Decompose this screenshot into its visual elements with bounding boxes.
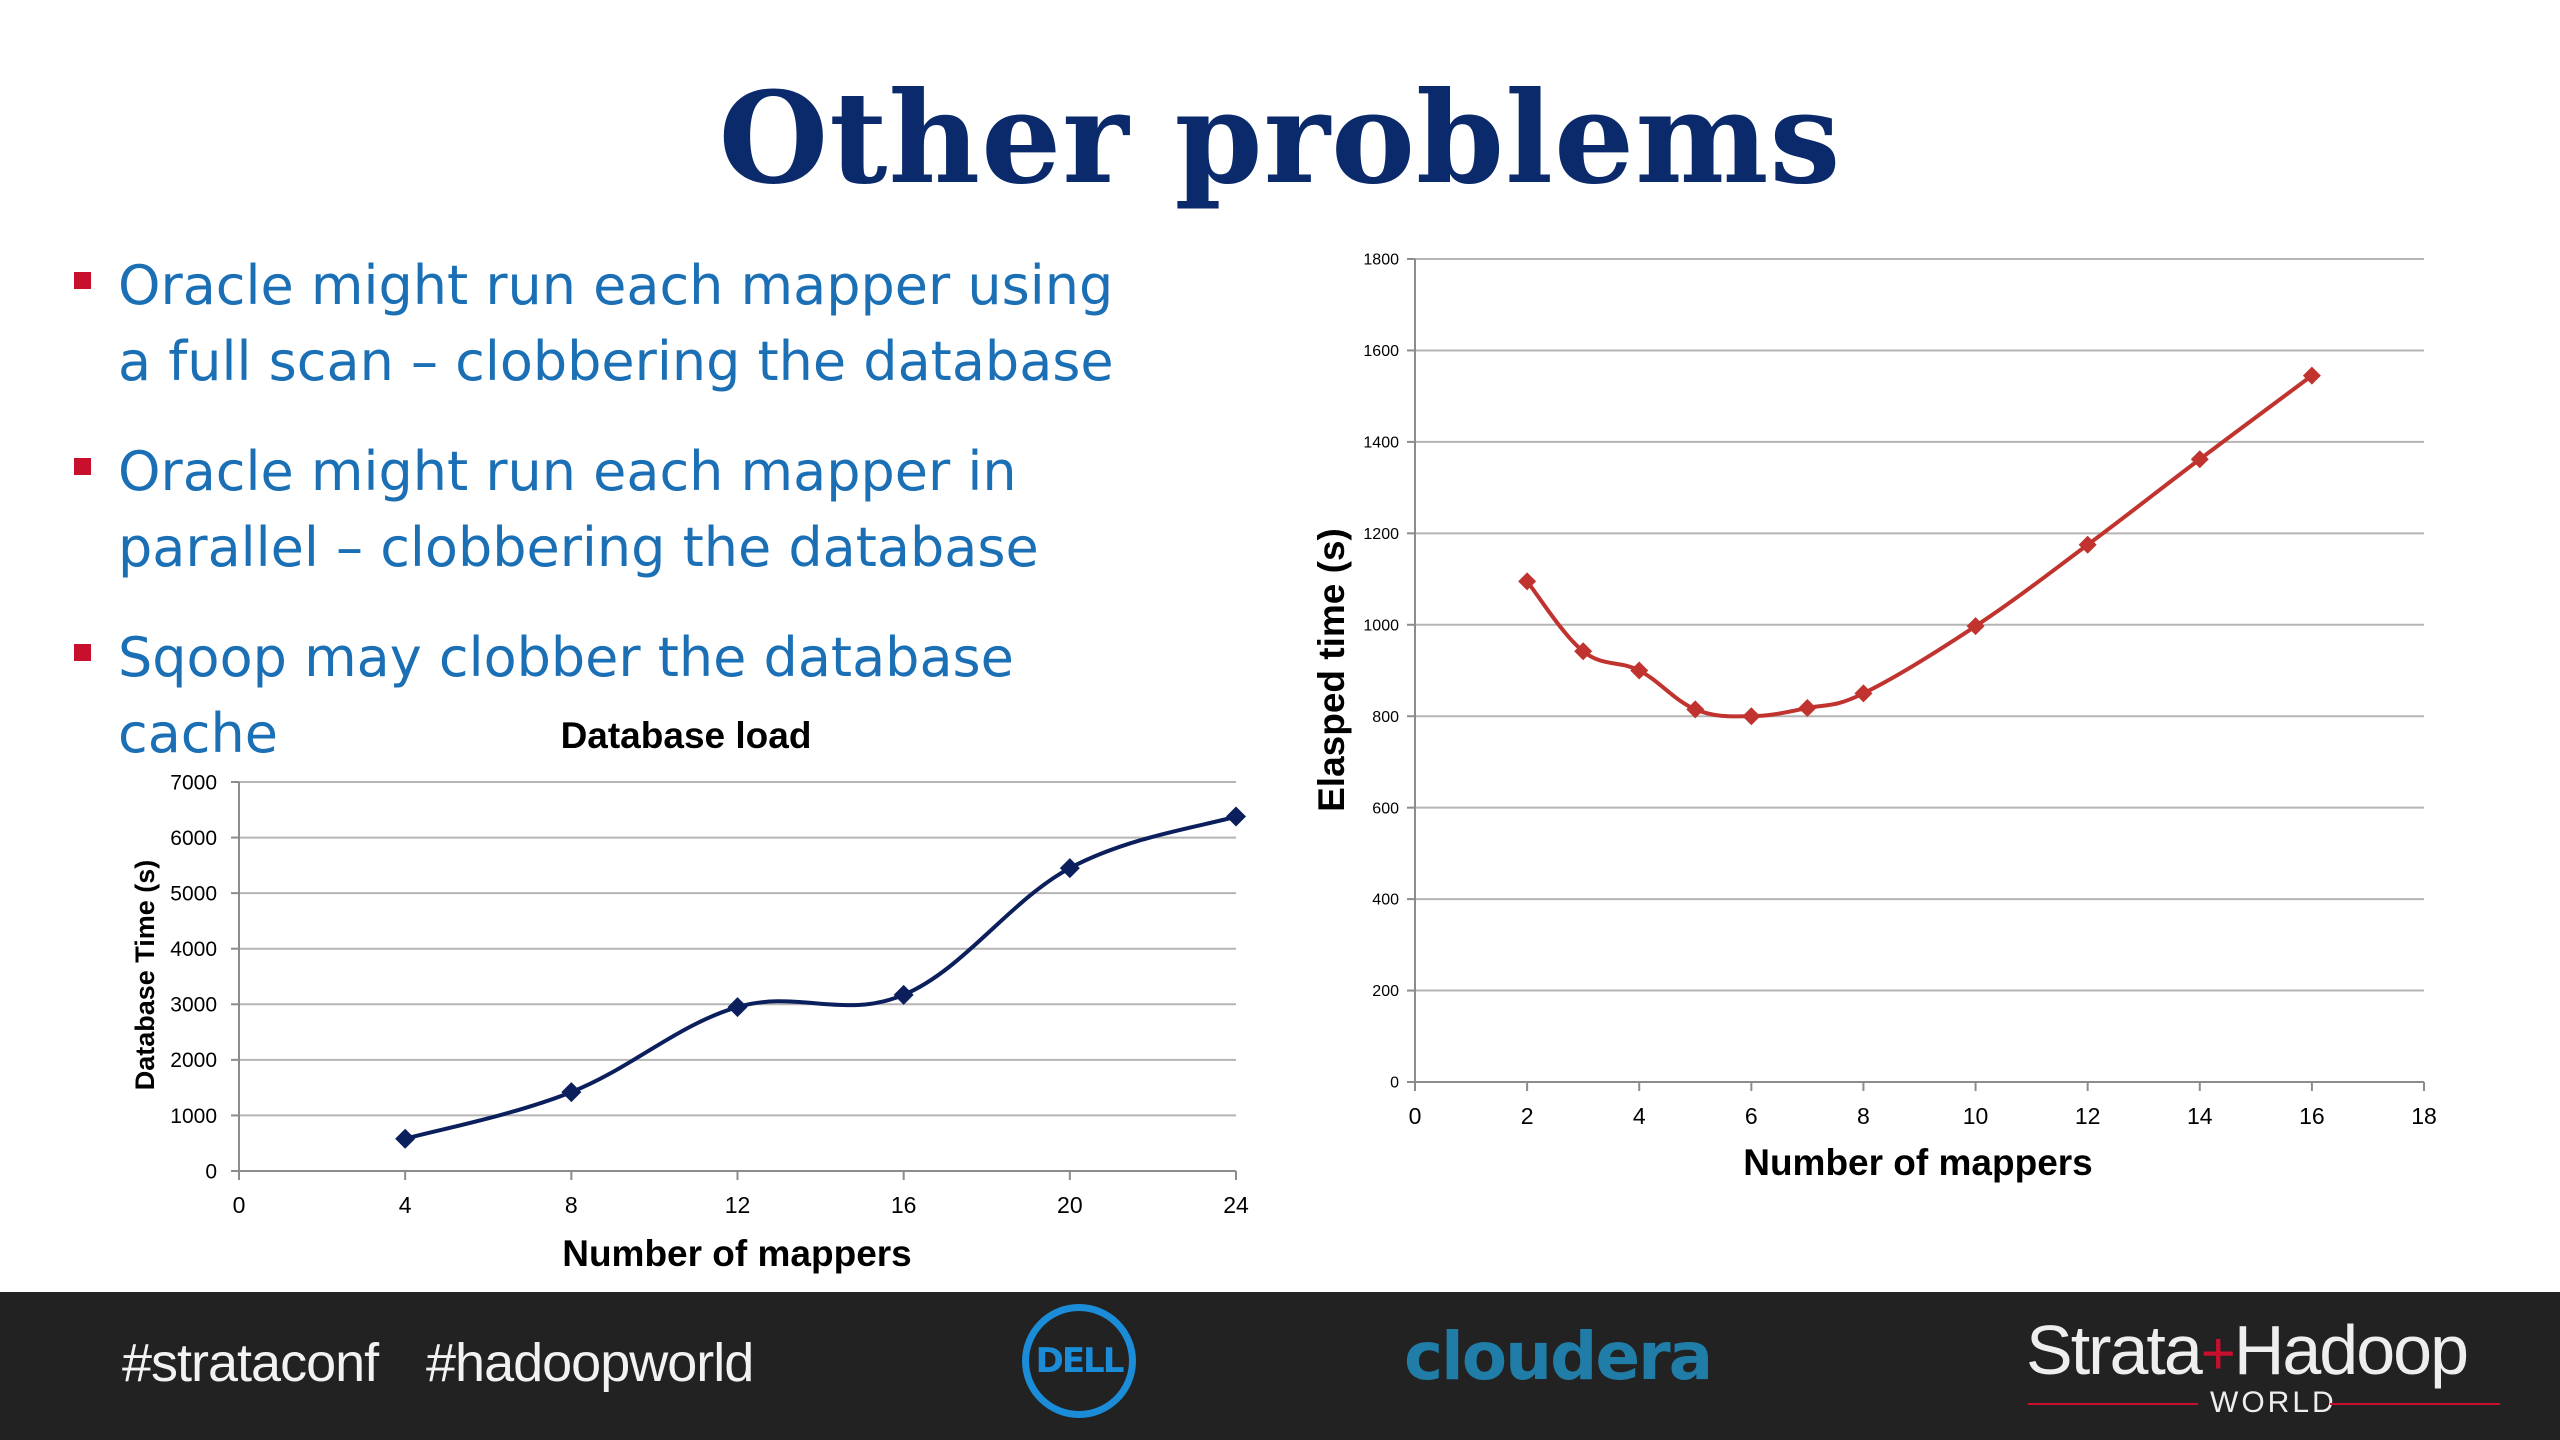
y-tick-label: 0	[1390, 1075, 1399, 1092]
y-tick-label: 1600	[1363, 343, 1399, 360]
strata-logo-sub: WORLD	[2210, 1386, 2337, 1419]
data-point-marker	[1966, 617, 1985, 636]
bullet-marker-icon	[74, 458, 91, 475]
y-tick-label: 200	[1372, 983, 1399, 1000]
x-tick-label: 8	[1857, 1103, 1870, 1129]
bullet-marker-icon	[74, 272, 91, 289]
data-point-marker	[1226, 806, 1246, 827]
y-tick-label: 400	[1372, 892, 1399, 909]
y-tick-label: 6000	[170, 827, 217, 850]
x-tick-label: 0	[233, 1192, 246, 1218]
bullet-text: Oracle might run each mapper in parallel…	[118, 440, 1039, 579]
y-tick-label: 800	[1372, 709, 1399, 726]
x-tick-label: 4	[1633, 1103, 1646, 1129]
x-tick-label: 0	[1409, 1103, 1422, 1129]
x-tick-label: 16	[891, 1192, 917, 1218]
y-tick-label: 5000	[170, 882, 217, 905]
data-point-marker	[1574, 642, 1593, 661]
x-tick-label: 24	[1223, 1192, 1249, 1218]
y-axis-label: Database Time (s)	[130, 860, 160, 1091]
data-point-marker	[1630, 661, 1649, 680]
data-point-marker	[1059, 858, 1080, 879]
slide-title: Other problems	[718, 64, 1842, 212]
series-line	[1525, 373, 2314, 719]
x-tick-label: 2	[1521, 1103, 1534, 1129]
y-axis-label: Elasped time (s)	[1311, 528, 1352, 812]
data-point-marker	[1742, 707, 1761, 726]
data-point-marker	[561, 1082, 582, 1103]
x-tick-label: 20	[1057, 1192, 1083, 1218]
logo-underline-right	[2330, 1403, 2500, 1405]
x-tick-label: 8	[565, 1192, 578, 1218]
strata-logo-plus: +	[2200, 1320, 2236, 1387]
y-tick-label: 1000	[1363, 617, 1399, 634]
data-point-marker	[893, 984, 914, 1005]
x-tick-label: 6	[1745, 1103, 1758, 1129]
y-tick-label: 7000	[170, 771, 217, 794]
bullet-text: Sqoop may clobber the database cache	[118, 626, 1014, 765]
data-point-marker	[1686, 700, 1705, 719]
y-tick-label: 1200	[1363, 526, 1399, 543]
x-tick-label: 4	[399, 1192, 412, 1218]
x-tick-label: 12	[2075, 1103, 2101, 1129]
bullet-list: Oracle might run each mapper using a ful…	[72, 248, 1152, 806]
strata-logo-left: Strata	[2026, 1311, 2203, 1389]
series-line	[404, 814, 1237, 1141]
cloudera-logo-icon: cloudera	[1404, 1318, 1713, 1395]
bullet-item: Sqoop may clobber the database cache	[72, 620, 1078, 772]
y-tick-label: 1000	[170, 1105, 217, 1128]
x-tick-label: 12	[725, 1192, 751, 1218]
hashtag-strataconf[interactable]: #strataconf	[122, 1333, 379, 1393]
x-tick-label: 14	[2187, 1103, 2213, 1129]
strata-hadoop-logo-icon: Strata+Hadoop	[2026, 1310, 2469, 1390]
x-tick-label: 10	[1963, 1103, 1989, 1129]
footer-bar: #strataconf #hadoopworld DELL cloudera S…	[0, 1292, 2560, 1440]
hashtag-hadoopworld[interactable]: #hadoopworld	[426, 1333, 754, 1393]
y-tick-label: 4000	[170, 938, 217, 961]
y-tick-label: 2000	[170, 1049, 217, 1072]
y-tick-label: 1800	[1363, 252, 1399, 269]
bullet-text: Oracle might run each mapper using a ful…	[118, 254, 1114, 393]
data-point-marker	[1854, 684, 1873, 703]
x-tick-label: 18	[2411, 1103, 2437, 1129]
bullet-item: Oracle might run each mapper using a ful…	[72, 248, 1152, 400]
y-tick-label: 600	[1372, 800, 1399, 817]
data-point-marker	[2190, 450, 2209, 469]
x-axis-label: Number of mappers	[562, 1233, 912, 1274]
chart-title: Database load	[561, 715, 812, 756]
y-tick-label: 0	[205, 1160, 217, 1183]
data-point-marker	[2302, 366, 2321, 385]
dell-logo-icon: DELL	[1022, 1304, 1136, 1418]
data-point-marker	[727, 997, 748, 1018]
dell-logo-text: DELL	[1035, 1341, 1125, 1381]
data-point-marker	[1798, 698, 1817, 717]
strata-logo-right: Hadoop	[2233, 1311, 2469, 1389]
logo-underline-left	[2028, 1403, 2198, 1405]
bullet-marker-icon	[74, 644, 91, 661]
data-point-marker	[1518, 572, 1537, 591]
bullet-item: Oracle might run each mapper in parallel…	[72, 434, 1078, 586]
data-point-marker	[395, 1128, 416, 1149]
x-tick-label: 16	[2299, 1103, 2325, 1129]
data-point-marker	[2078, 535, 2097, 554]
x-axis-label: Number of mappers	[1743, 1142, 2093, 1183]
y-tick-label: 3000	[170, 994, 217, 1017]
y-tick-label: 1400	[1363, 434, 1399, 451]
